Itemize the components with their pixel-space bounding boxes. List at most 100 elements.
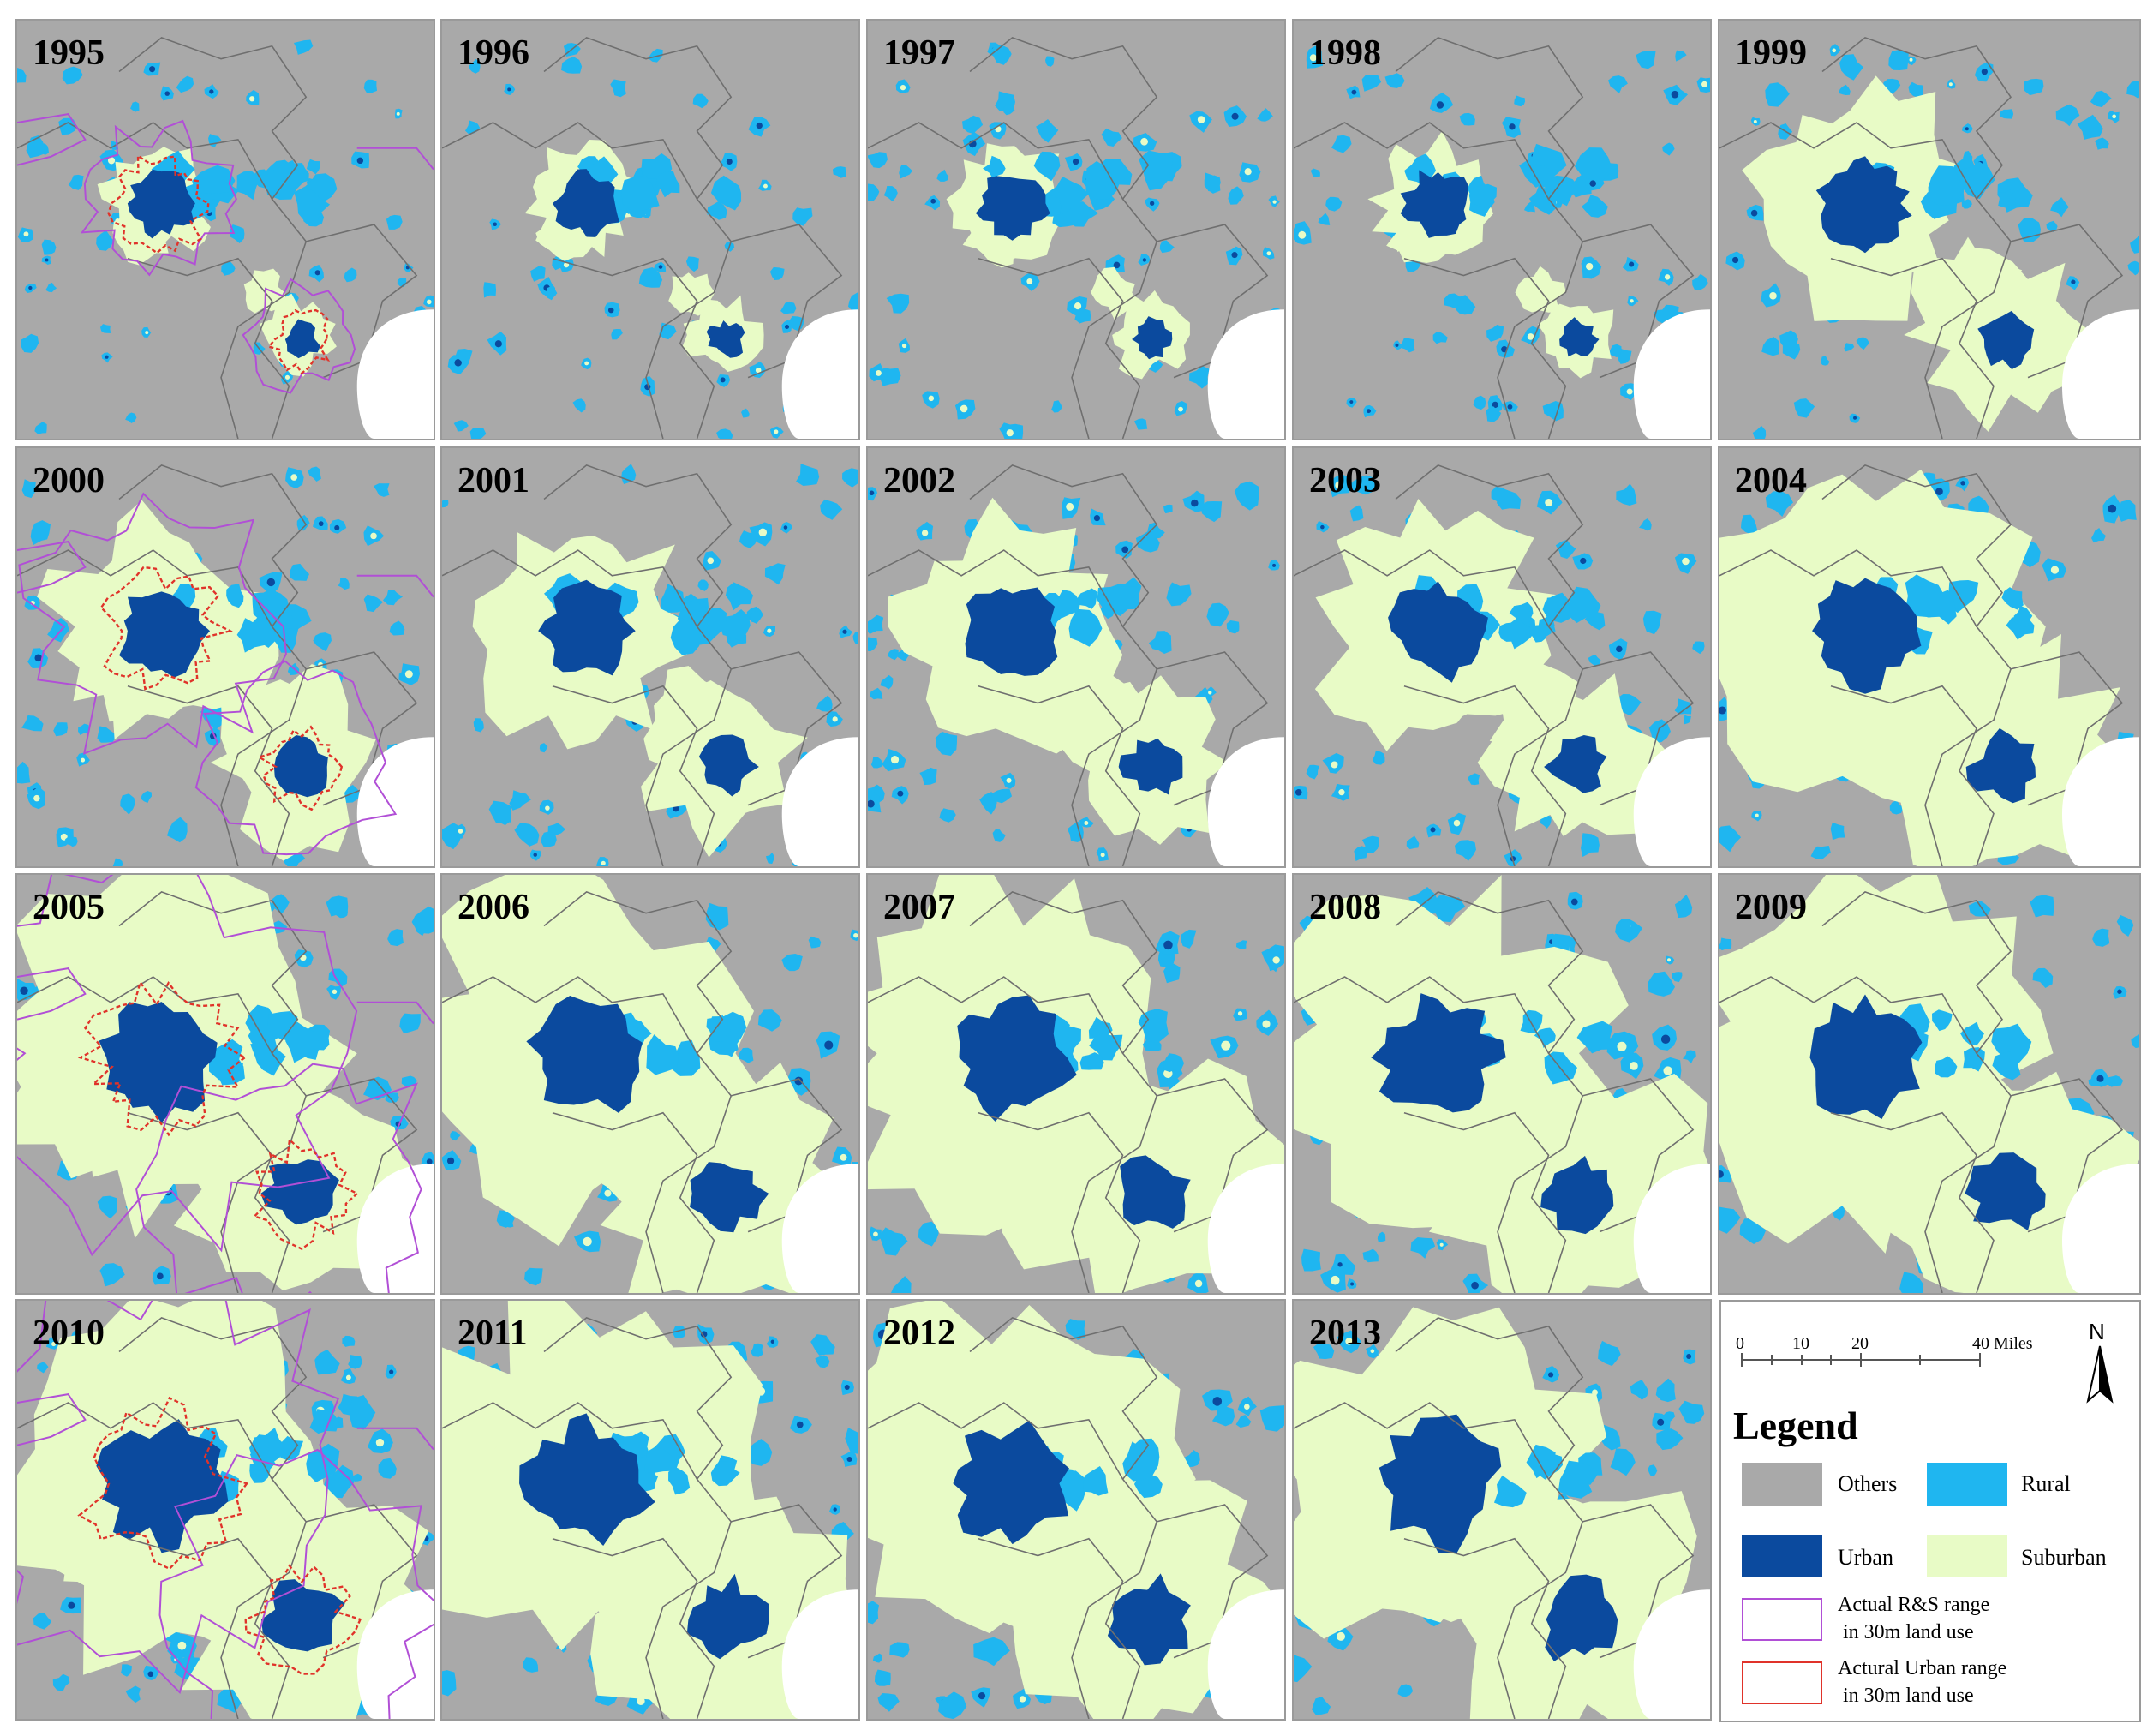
admin-boundary — [118, 1316, 418, 1659]
rural-patch — [2090, 90, 2112, 108]
rural-patch — [509, 790, 531, 811]
year-label: 2011 — [458, 1314, 528, 1353]
rural-patch — [1051, 400, 1062, 413]
settlement-dot — [249, 96, 255, 102]
admin-boundary — [1821, 464, 2124, 806]
tianjin-urban-core — [260, 1579, 345, 1652]
admin-boundary — [220, 1095, 307, 1293]
settlement-dot — [1832, 48, 1837, 53]
rural-patch — [2131, 1034, 2139, 1048]
tianjin-urban-core — [1965, 1152, 2046, 1230]
map-panel-1997: 1997 — [866, 19, 1286, 440]
north-label: N — [2089, 1319, 2105, 1344]
rural-cluster — [236, 171, 258, 201]
rural-patch — [1325, 196, 1343, 212]
legend-panel: 0 10 20 40 Miles N Legend Others Rural U… — [1719, 1300, 2141, 1722]
rural-patch — [1372, 750, 1385, 765]
rural-cluster — [2001, 587, 2024, 610]
rural-patch — [41, 239, 57, 255]
settlement-dot — [1208, 691, 1212, 695]
rural-patch — [781, 953, 803, 972]
map-canvas — [1294, 448, 1710, 866]
sea-area — [356, 737, 434, 866]
rural-cluster — [643, 1446, 677, 1473]
rural-patch — [1636, 51, 1656, 69]
rural-cluster — [250, 1035, 286, 1076]
year-label: 2001 — [458, 461, 529, 500]
rural-patch — [1765, 491, 1793, 517]
admin-boundary — [1395, 1316, 1695, 1659]
rural-cluster — [1082, 1466, 1109, 1496]
rural-patch — [890, 1276, 912, 1293]
rural-patch — [271, 894, 290, 914]
rural-patch — [872, 1653, 882, 1663]
rural-patch — [1608, 344, 1622, 358]
rural-patch — [2092, 928, 2110, 947]
rural-patch — [1257, 108, 1273, 122]
rs-range-outline — [18, 492, 287, 755]
map-panel-2011: 2011 — [440, 1299, 860, 1721]
admin-boundary — [969, 890, 1269, 1233]
settlement-dot — [1436, 101, 1444, 109]
rural-patch — [870, 757, 883, 769]
settlement-dot — [1630, 299, 1634, 303]
rural-cluster — [1139, 150, 1174, 191]
settlement-dot — [177, 1641, 187, 1650]
admin-boundary — [127, 257, 290, 439]
rural-patch — [1963, 150, 1973, 161]
settlement-dot — [1935, 488, 1943, 495]
rural-patch — [1259, 1405, 1284, 1432]
settlement-dot — [583, 1236, 592, 1247]
settlement-dot — [1630, 1062, 1638, 1070]
rural-patch — [1761, 337, 1780, 356]
settlement-dot — [890, 756, 900, 764]
rural-patch — [739, 530, 758, 548]
rs-range-outline — [80, 119, 238, 277]
settlement-dot — [345, 1374, 351, 1380]
rural-patch — [751, 1343, 763, 1357]
year-label: 1998 — [1309, 33, 1381, 73]
rural-patch — [2024, 78, 2044, 96]
rural-patch — [1514, 95, 1526, 107]
rural-patch — [1204, 172, 1221, 194]
rural-patch — [1384, 73, 1405, 88]
rs-range-outline — [17, 113, 87, 166]
rural-patch — [1397, 1684, 1414, 1697]
rural-patch — [1473, 395, 1486, 410]
settlement-dot — [1430, 827, 1436, 833]
rural-patch — [2126, 80, 2139, 99]
settlement-dot — [921, 530, 929, 536]
tianjin-urban-core — [1107, 1573, 1191, 1666]
rural-patch — [1542, 401, 1564, 422]
rural-patch — [648, 48, 663, 63]
year-label: 1999 — [1735, 33, 1807, 73]
settlement-dot — [1755, 813, 1759, 817]
settlement-dot — [1074, 302, 1082, 310]
settlement-dot — [145, 331, 149, 335]
settlement-dot — [1686, 1354, 1692, 1360]
rural-patch — [1741, 514, 1758, 535]
rural-patch — [523, 1657, 539, 1673]
settlement-dot — [105, 355, 109, 359]
settlement-dot — [868, 799, 875, 808]
settlement-dot — [767, 628, 772, 633]
settlement-dot — [1509, 123, 1516, 130]
sea-area — [781, 1589, 858, 1719]
scale-tick-40: 40 Miles — [1972, 1334, 2033, 1353]
settlement-dot — [164, 91, 170, 96]
legend-label-suburban: Suburban — [2021, 1545, 2107, 1570]
map-canvas — [868, 875, 1284, 1293]
sea-area — [1207, 737, 1284, 866]
north-arrow-icon — [2086, 1345, 2114, 1404]
admin-boundary — [1071, 1521, 1157, 1719]
rural-cluster — [1932, 1009, 1953, 1032]
settlement-dot — [1367, 409, 1371, 414]
settlement-dot — [493, 222, 497, 227]
admin-boundary — [1403, 1537, 1567, 1719]
settlement-dot — [370, 532, 377, 540]
settlement-dot — [533, 853, 537, 857]
settlement-dot — [209, 89, 214, 94]
settlement-dot — [1320, 524, 1325, 530]
rural-patch — [899, 165, 913, 179]
settlement-dot — [1753, 119, 1757, 123]
